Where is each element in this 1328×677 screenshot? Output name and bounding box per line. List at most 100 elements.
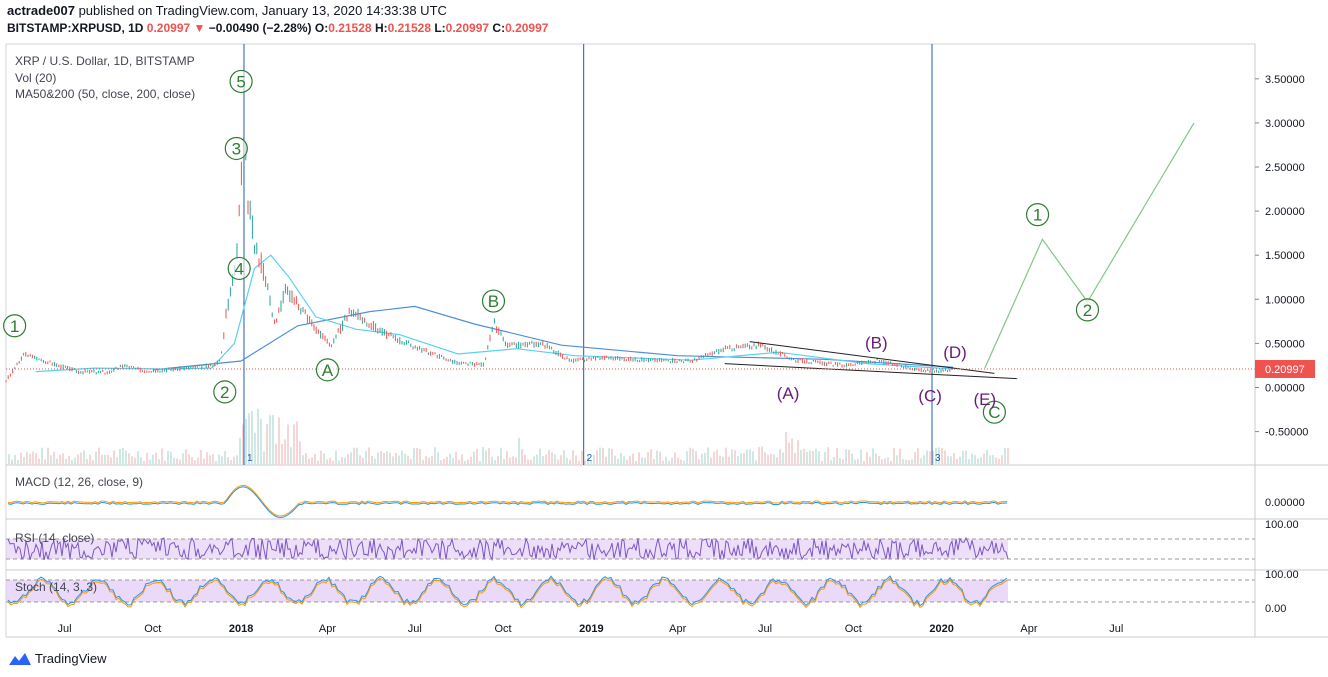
volume-bar [512, 456, 514, 465]
volume-bar [932, 450, 934, 465]
volume-bar [719, 455, 721, 465]
volume-bar [314, 453, 316, 465]
volume-bar [206, 452, 208, 465]
volume-bar [68, 456, 70, 465]
volume-bar [257, 408, 259, 465]
time-tick-label: Apr [319, 623, 336, 635]
volume-bar [686, 451, 688, 465]
volume-bar [704, 452, 706, 465]
volume-bar [416, 448, 418, 465]
stoch-legend[interactable]: Stoch (14, 3, 3) [15, 580, 98, 594]
symbol-line: BITSTAMP:XRPUSD, 1D [7, 21, 144, 35]
volume-bar [254, 432, 256, 465]
volume-bar [914, 452, 916, 465]
volume-bar [542, 455, 544, 465]
volume-bar [353, 447, 355, 465]
main-pane-legend: XRP / U.S. Dollar, 1D, BITSTAMP Vol (20)… [15, 53, 195, 103]
volume-bar [971, 453, 973, 465]
volume-bar [284, 439, 286, 465]
volume-bar [359, 455, 361, 465]
volume-bar [110, 457, 112, 465]
volume-bar [605, 456, 607, 465]
volume-bar [173, 457, 175, 465]
macd-legend[interactable]: MACD (12, 26, close, 9) [15, 475, 144, 489]
volume-bar [869, 456, 871, 465]
wave-label: 5 [236, 72, 245, 91]
volume-bar [962, 451, 964, 465]
stoch-k-line [7, 575, 1008, 607]
volume-bar [545, 454, 547, 465]
volume-bar [233, 456, 235, 465]
volume-bar [671, 457, 673, 465]
volume-bar [185, 449, 187, 465]
last-price-badge [1255, 359, 1315, 378]
volume-bar [812, 450, 814, 465]
volume-bar [860, 449, 862, 465]
volume-bar [974, 455, 976, 465]
ma-legend[interactable]: MA50&200 (50, close, 200, close) [15, 87, 196, 101]
time-tick-label: 2019 [579, 623, 603, 635]
volume-bar [863, 460, 865, 465]
volume-bar [44, 459, 46, 465]
volume-bar [245, 418, 247, 465]
high-value: 0.21528 [387, 21, 431, 35]
volume-bar [956, 458, 958, 465]
volume-bar [851, 453, 853, 465]
wave-label: (A) [777, 384, 800, 403]
volume-bar [800, 449, 802, 465]
volume-bar [905, 459, 907, 465]
volume-bar [293, 424, 295, 465]
volume-bar [92, 460, 94, 465]
volume-bar [494, 460, 496, 465]
volume-bar [389, 452, 391, 465]
rsi-legend[interactable]: RSI (14, close) [15, 531, 95, 545]
volume-bar [365, 450, 367, 465]
volume-bar [692, 448, 694, 465]
wave-label: 1 [1033, 206, 1042, 225]
volume-bar [767, 454, 769, 465]
publish-line: actrade007 published on TradingView.com,… [7, 3, 447, 18]
volume-bar [752, 451, 754, 465]
volume-bar [941, 447, 943, 465]
volume-bar [362, 458, 364, 465]
time-tick-label: 2018 [229, 623, 253, 635]
volume-bar [539, 448, 541, 465]
volume-bar [500, 447, 502, 465]
volume-bar [1001, 455, 1003, 465]
volume-bar [854, 459, 856, 465]
volume-bar [203, 458, 205, 465]
volume-bar [728, 456, 730, 465]
volume-bar [272, 415, 274, 465]
volume-bar [884, 458, 886, 465]
volume-bar [608, 448, 610, 465]
volume-bar [485, 450, 487, 465]
volume-bar [305, 453, 307, 465]
volume-bar [929, 451, 931, 465]
stoch-axis-label: 100.00 [1265, 569, 1299, 581]
volume-bar [11, 459, 13, 465]
volume-bar [263, 451, 265, 465]
volume-bar [482, 447, 484, 465]
volume-bar [38, 458, 40, 465]
volume-bar [344, 457, 346, 465]
volume-bar [116, 457, 118, 465]
volume-bar [647, 452, 649, 465]
author-name[interactable]: actrade007 [7, 3, 75, 18]
volume-legend[interactable]: Vol (20) [15, 70, 57, 85]
volume-bar [476, 448, 478, 465]
volume-bar [731, 449, 733, 465]
volume-bar [680, 459, 682, 465]
time-tick-label: 2020 [929, 623, 953, 635]
volume-bar [323, 453, 325, 465]
volume-bar [503, 458, 505, 465]
volume-bar [164, 460, 166, 465]
volume-bar [275, 443, 277, 465]
volume-bar [497, 455, 499, 465]
close-label: C: [492, 21, 506, 35]
time-tick-label: Apr [669, 623, 686, 635]
volume-bar [872, 448, 874, 465]
volume-bar [281, 443, 283, 465]
price-tick-label: 0.50000 [1265, 338, 1305, 350]
volume-bar [938, 447, 940, 465]
tradingview-brand[interactable]: TradingView [9, 651, 107, 666]
